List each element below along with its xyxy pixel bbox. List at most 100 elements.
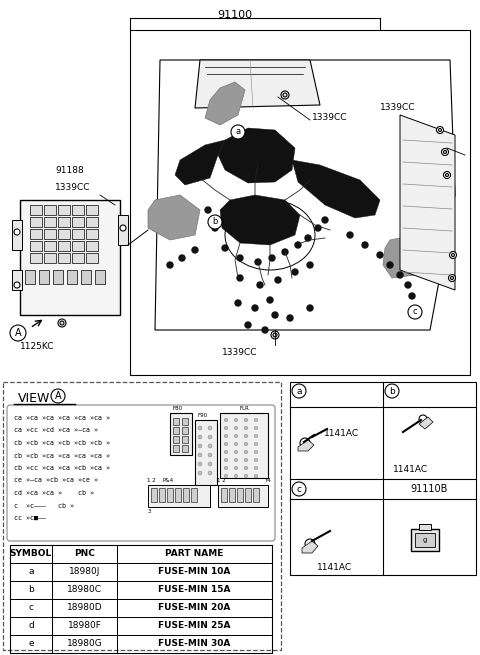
Text: FUSE-MIN 15A: FUSE-MIN 15A: [158, 586, 231, 595]
Text: ce »—ca »cb »ca »ce »: ce »—ca »cb »ca »ce »: [14, 477, 98, 483]
Bar: [10, 563, 52, 581]
Circle shape: [234, 474, 238, 477]
Circle shape: [14, 282, 20, 288]
Circle shape: [397, 272, 403, 278]
Bar: [58, 241, 70, 251]
Circle shape: [208, 426, 212, 430]
Circle shape: [237, 255, 243, 261]
Circle shape: [448, 274, 456, 282]
Circle shape: [362, 242, 368, 248]
Bar: [3, 382, 281, 650]
Bar: [253, 488, 259, 502]
Circle shape: [282, 249, 288, 255]
Bar: [118, 215, 128, 245]
Bar: [39, 270, 49, 284]
Bar: [10, 545, 272, 653]
Circle shape: [222, 245, 228, 251]
Circle shape: [58, 319, 66, 327]
Text: c: c: [297, 485, 301, 493]
Circle shape: [234, 450, 238, 454]
Bar: [10, 635, 52, 653]
Circle shape: [275, 277, 281, 283]
Text: PART NAME: PART NAME: [165, 550, 224, 559]
Text: 91188: 91188: [55, 166, 84, 175]
Circle shape: [234, 434, 238, 438]
Circle shape: [224, 474, 228, 477]
Circle shape: [419, 415, 427, 423]
Circle shape: [244, 434, 248, 438]
Text: cd »ca »ca »    cb »: cd »ca »ca » cb »: [14, 490, 94, 496]
Circle shape: [234, 426, 238, 430]
Circle shape: [231, 125, 245, 139]
Bar: [86, 253, 98, 263]
Bar: [117, 635, 272, 653]
Circle shape: [224, 434, 228, 438]
Circle shape: [234, 458, 238, 462]
Text: 91110B: 91110B: [411, 484, 448, 494]
Circle shape: [198, 453, 202, 457]
Bar: [30, 253, 42, 263]
Polygon shape: [302, 541, 318, 553]
Bar: [52, 617, 117, 635]
Circle shape: [445, 174, 448, 176]
Circle shape: [244, 466, 248, 470]
Circle shape: [269, 255, 275, 261]
Circle shape: [208, 453, 212, 457]
Bar: [86, 217, 98, 227]
Bar: [117, 617, 272, 635]
Circle shape: [287, 315, 293, 321]
Bar: [170, 413, 192, 455]
Circle shape: [208, 444, 212, 448]
Bar: [12, 270, 22, 290]
Bar: [117, 545, 272, 563]
Circle shape: [244, 418, 248, 422]
Circle shape: [252, 305, 258, 311]
Text: cb »cb »ca »cb »cb »cb »: cb »cb »ca »cb »cb »cb »: [14, 440, 110, 446]
Bar: [10, 599, 52, 617]
Circle shape: [449, 252, 456, 259]
Bar: [173, 418, 179, 425]
Bar: [53, 270, 63, 284]
Circle shape: [205, 207, 211, 213]
Text: F90: F90: [198, 413, 208, 418]
Circle shape: [192, 247, 198, 253]
Bar: [44, 241, 56, 251]
Bar: [86, 241, 98, 251]
Circle shape: [234, 466, 238, 470]
Bar: [58, 229, 70, 239]
Text: FUSE-MIN 20A: FUSE-MIN 20A: [158, 603, 231, 612]
Text: 1339CC: 1339CC: [222, 348, 258, 357]
Bar: [81, 270, 91, 284]
Bar: [52, 599, 117, 617]
Polygon shape: [218, 128, 295, 183]
Circle shape: [179, 255, 185, 261]
Bar: [44, 217, 56, 227]
Bar: [95, 270, 105, 284]
Circle shape: [281, 91, 289, 99]
Bar: [52, 563, 117, 581]
Text: FUSE-MIN 25A: FUSE-MIN 25A: [158, 622, 231, 631]
Bar: [182, 418, 188, 425]
Circle shape: [198, 435, 202, 439]
Bar: [173, 427, 179, 434]
Text: cb »cc »ca »ca »cb »ca »: cb »cc »ca »ca »cb »ca »: [14, 465, 110, 471]
Bar: [148, 485, 210, 507]
Bar: [30, 205, 42, 215]
Circle shape: [224, 458, 228, 462]
Polygon shape: [298, 440, 314, 451]
Circle shape: [444, 172, 451, 179]
Bar: [67, 270, 77, 284]
Circle shape: [377, 252, 383, 258]
Text: Y4: Y4: [264, 478, 271, 483]
Circle shape: [307, 305, 313, 311]
Polygon shape: [400, 115, 455, 290]
Bar: [245, 488, 251, 502]
Bar: [10, 617, 52, 635]
Circle shape: [255, 259, 261, 265]
Text: 1141AC: 1141AC: [317, 563, 352, 572]
Text: 1141AC: 1141AC: [324, 428, 359, 438]
Circle shape: [292, 482, 306, 496]
Bar: [290, 382, 476, 575]
Bar: [237, 488, 243, 502]
Circle shape: [10, 325, 26, 341]
